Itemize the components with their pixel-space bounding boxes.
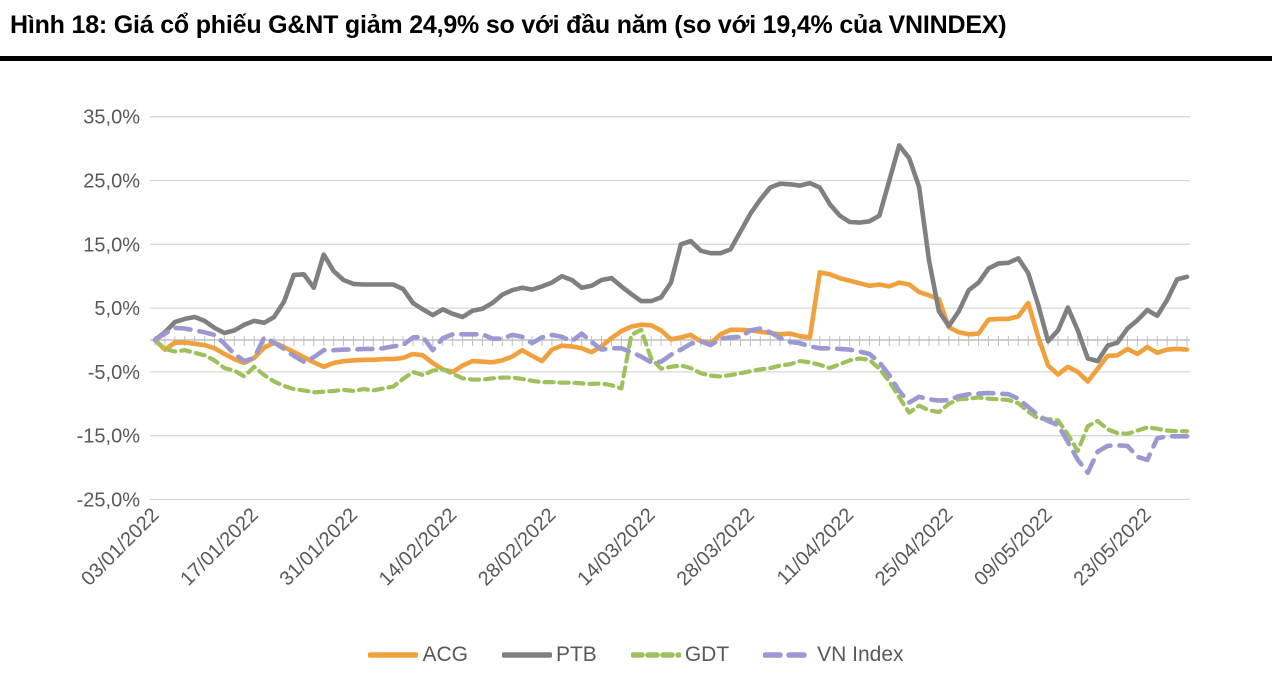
x-axis-tick-label: 03/01/2022 — [77, 504, 163, 590]
x-axis-tick-label: 14/02/2022 — [375, 504, 461, 590]
x-axis-tick-label: 11/04/2022 — [773, 504, 858, 589]
y-axis-tick-label: 15,0% — [83, 234, 140, 256]
legend-line-sample-icon — [763, 652, 814, 658]
y-axis-tick-label: -15,0% — [77, 426, 141, 448]
legend-label: VN Index — [817, 643, 904, 666]
title-rule — [0, 56, 1272, 61]
legend-label: ACG — [422, 643, 468, 666]
series-line-GDT — [152, 327, 1190, 454]
y-axis-tick-label: 25,0% — [83, 171, 140, 193]
series-line-PTB — [152, 143, 1190, 364]
x-axis-tick-label: 14/03/2022 — [573, 504, 659, 590]
legend-item-GDT: GDT — [630, 643, 730, 667]
x-axis-tick-label: 23/05/2022 — [1069, 504, 1155, 590]
x-axis-tick-label: 31/01/2022 — [276, 504, 362, 590]
x-axis-tick-label: 28/02/2022 — [474, 504, 560, 590]
legend-label: GDT — [684, 643, 730, 666]
legend-line-sample-icon — [368, 652, 419, 658]
series-line-ACG — [152, 270, 1190, 384]
legend-label: PTB — [555, 643, 597, 666]
y-axis-tick-label: -25,0% — [77, 490, 141, 512]
y-axis-tick-label: -5,0% — [88, 362, 140, 384]
chart-legend: ACG PTB GDT VN Index — [0, 643, 1272, 667]
legend-item-PTB: PTB — [501, 643, 597, 667]
legend-item-VN-Index: VN Index — [763, 643, 904, 667]
x-axis-tick-label: 25/04/2022 — [871, 504, 957, 590]
legend-line-sample-icon — [501, 652, 552, 658]
figure-title: Hình 18: Giá cổ phiếu G&NT giảm 24,9% so… — [10, 11, 1007, 39]
x-axis-tick-label: 09/05/2022 — [970, 504, 1056, 590]
x-axis-tick-label: 28/03/2022 — [673, 504, 759, 590]
x-axis-tick-label: 17/01/2022 — [176, 504, 262, 590]
y-axis-tick-label: 5,0% — [94, 298, 140, 320]
y-axis-tick-label: 35,0% — [83, 107, 140, 129]
legend-line-sample-icon — [630, 652, 681, 658]
series-line-VN-Index — [152, 325, 1190, 476]
legend-item-ACG: ACG — [368, 643, 468, 667]
